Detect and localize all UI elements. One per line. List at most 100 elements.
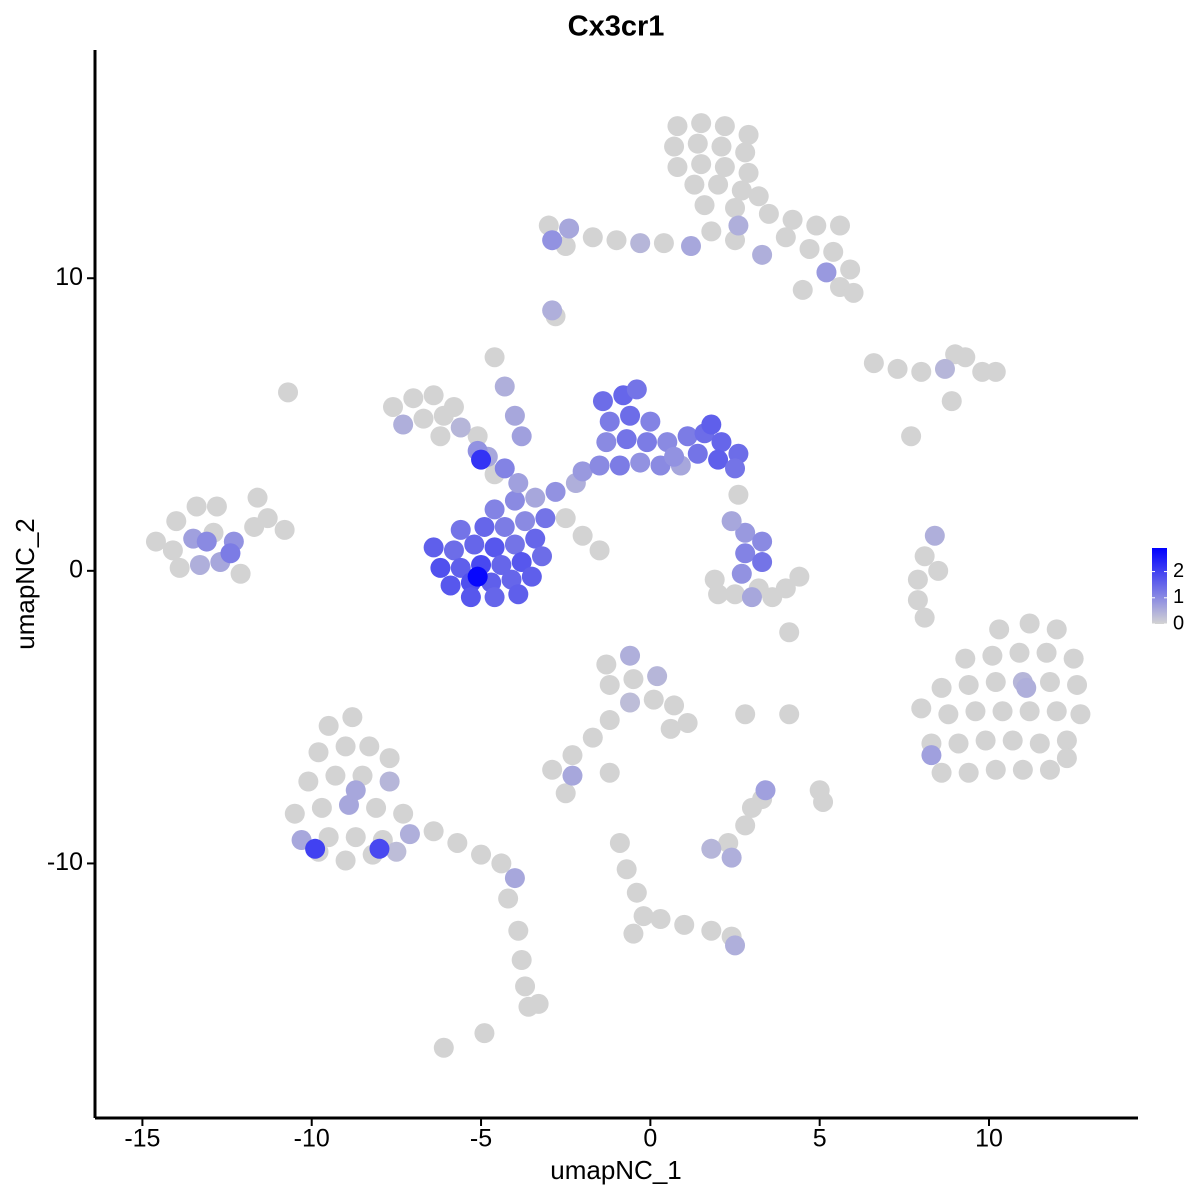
cell-point — [630, 233, 651, 254]
cell-point — [863, 353, 884, 374]
cell-point — [985, 759, 1006, 780]
cell-point — [823, 241, 844, 262]
cell-point — [145, 531, 166, 552]
cell-point — [335, 736, 356, 757]
cell-point — [934, 358, 955, 379]
cell-point — [701, 221, 722, 242]
cell-point — [755, 780, 776, 801]
cell-point — [620, 692, 641, 713]
cell-point — [789, 566, 810, 587]
cell-point — [440, 575, 461, 596]
cell-point — [616, 429, 637, 450]
cell-point — [701, 920, 722, 941]
cell-point — [467, 426, 488, 447]
cell-point — [474, 516, 495, 537]
cell-point — [782, 209, 803, 230]
cell-point — [887, 358, 908, 379]
cell-point — [626, 882, 647, 903]
cell-point — [606, 230, 627, 251]
cell-point — [731, 180, 752, 201]
cell-point — [504, 534, 525, 555]
cell-point — [423, 821, 444, 842]
cell-point — [609, 832, 630, 853]
x-tick-label: -15 — [124, 1125, 160, 1153]
cell-point — [399, 824, 420, 845]
cell-point — [318, 827, 339, 848]
cell-point — [474, 1023, 495, 1044]
cell-point — [775, 227, 796, 248]
cell-point — [1036, 642, 1057, 663]
cell-point — [1019, 613, 1040, 634]
cell-point — [708, 174, 729, 195]
cell-point — [460, 587, 481, 608]
cell-point — [359, 736, 380, 757]
cell-point — [494, 516, 515, 537]
cell-point — [491, 853, 512, 874]
cell-point — [687, 133, 708, 154]
cell-point — [731, 563, 752, 584]
cell-point — [504, 868, 525, 889]
cell-point — [938, 704, 959, 725]
cell-point — [965, 701, 986, 722]
cell-point — [450, 417, 471, 438]
cell-point — [545, 481, 566, 502]
cell-point — [958, 674, 979, 695]
y-tick-label: 10 — [55, 263, 83, 291]
cell-point — [383, 396, 403, 417]
cell-point — [508, 473, 529, 494]
cell-point — [840, 259, 861, 280]
cell-point — [630, 452, 651, 473]
cell-point — [491, 554, 512, 575]
x-tick-label: -5 — [470, 1125, 492, 1153]
y-axis-title: umapNC_2 — [10, 518, 40, 650]
cell-point — [196, 531, 217, 552]
cell-point — [924, 525, 945, 546]
cell-point — [366, 797, 387, 818]
cell-point — [220, 543, 241, 564]
cell-point — [928, 560, 949, 581]
cell-point — [626, 379, 647, 400]
cell-point — [735, 142, 756, 163]
cell-point — [430, 557, 451, 578]
cell-point — [403, 388, 424, 409]
cell-point — [582, 227, 603, 248]
cell-point — [169, 557, 190, 578]
cell-point — [166, 511, 187, 532]
cell-point — [643, 689, 664, 710]
cell-point — [694, 195, 715, 216]
cell-point — [589, 540, 610, 561]
cell-point — [985, 672, 1006, 693]
cell-point — [620, 645, 641, 666]
cell-point — [911, 361, 932, 382]
cell-point — [758, 203, 779, 224]
cell-point — [511, 949, 532, 970]
cell-point — [471, 449, 492, 470]
cell-point — [589, 455, 610, 476]
x-tick-label: -10 — [294, 1125, 330, 1153]
cell-point — [945, 344, 966, 365]
cell-point — [616, 859, 637, 880]
cell-point — [711, 136, 732, 157]
cell-point — [413, 408, 434, 429]
cell-point — [633, 906, 654, 927]
cell-point — [430, 426, 451, 447]
cell-point — [1070, 704, 1091, 725]
cell-point — [948, 733, 969, 754]
cell-point — [677, 712, 698, 733]
cell-point — [393, 414, 414, 435]
cell-point — [931, 677, 952, 698]
cell-point — [386, 841, 407, 862]
cell-point — [914, 607, 935, 628]
cell-point — [508, 920, 529, 941]
cell-point — [725, 584, 746, 605]
cell-point — [555, 783, 576, 804]
cell-point — [982, 645, 1003, 666]
cell-point — [511, 552, 532, 573]
cell-point — [467, 566, 488, 587]
cell-point — [494, 458, 515, 479]
cell-point — [989, 619, 1010, 640]
cell-point — [484, 587, 505, 608]
cell-point — [532, 546, 552, 567]
cell-point — [701, 838, 722, 859]
cell-point — [345, 780, 366, 801]
